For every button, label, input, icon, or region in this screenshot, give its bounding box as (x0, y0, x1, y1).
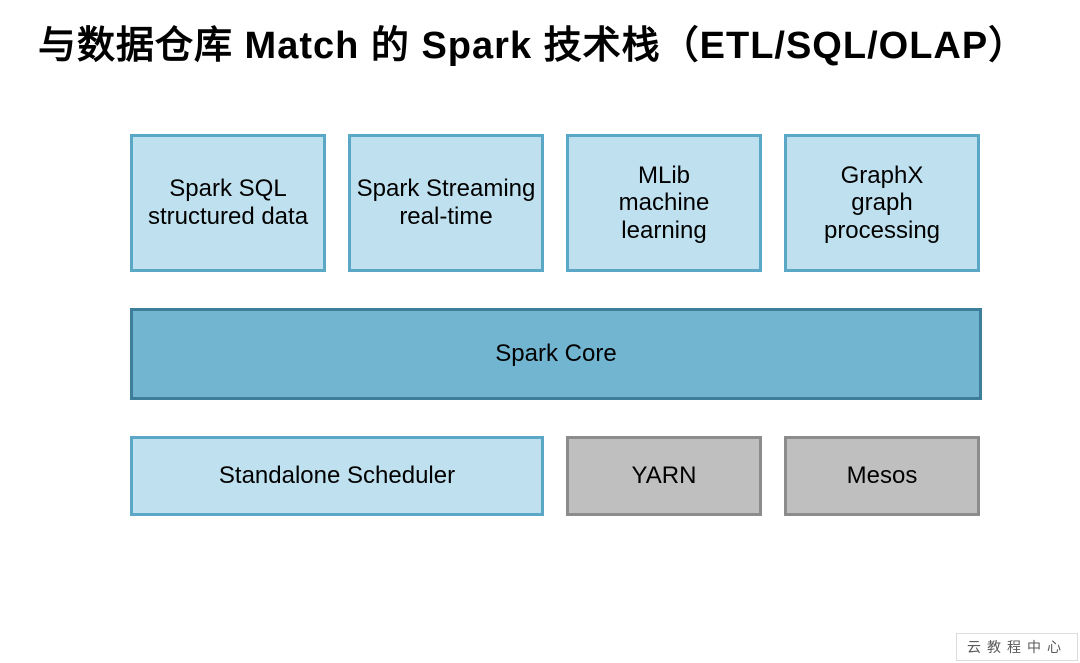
core-row: Spark Core (130, 308, 1000, 400)
box-line: Standalone Scheduler (219, 462, 455, 490)
box-line: Spark Core (495, 340, 616, 368)
box-line: learning (621, 217, 706, 245)
box-yarn: YARN (566, 436, 762, 516)
box-line: graph (851, 189, 912, 217)
page-title: 与数据仓库 Match 的 Spark 技术栈（ETL/SQL/OLAP） (38, 14, 1027, 69)
box-spark-streaming: Spark Streaming real-time (348, 134, 544, 272)
box-mlib: MLib machine learning (566, 134, 762, 272)
box-spark-core: Spark Core (130, 308, 982, 400)
box-line: MLib (638, 162, 690, 190)
box-standalone-scheduler: Standalone Scheduler (130, 436, 544, 516)
scheduler-row: Standalone Scheduler YARN Mesos (130, 436, 1000, 516)
box-line: machine (619, 189, 710, 217)
components-row: Spark SQL structured data Spark Streamin… (130, 134, 1000, 272)
box-spark-sql: Spark SQL structured data (130, 134, 326, 272)
box-line: Mesos (847, 462, 918, 490)
box-line: Spark SQL (169, 175, 286, 203)
box-mesos: Mesos (784, 436, 980, 516)
box-line: YARN (632, 462, 697, 490)
box-line: real-time (399, 203, 492, 231)
box-line: processing (824, 217, 940, 245)
box-graphx: GraphX graph processing (784, 134, 980, 272)
spark-stack-diagram: Spark SQL structured data Spark Streamin… (130, 134, 1000, 516)
box-line: GraphX (841, 162, 924, 190)
box-line: Spark Streaming (357, 175, 536, 203)
box-line: structured data (148, 203, 308, 231)
watermark-label: 云教程中心 (956, 633, 1078, 661)
